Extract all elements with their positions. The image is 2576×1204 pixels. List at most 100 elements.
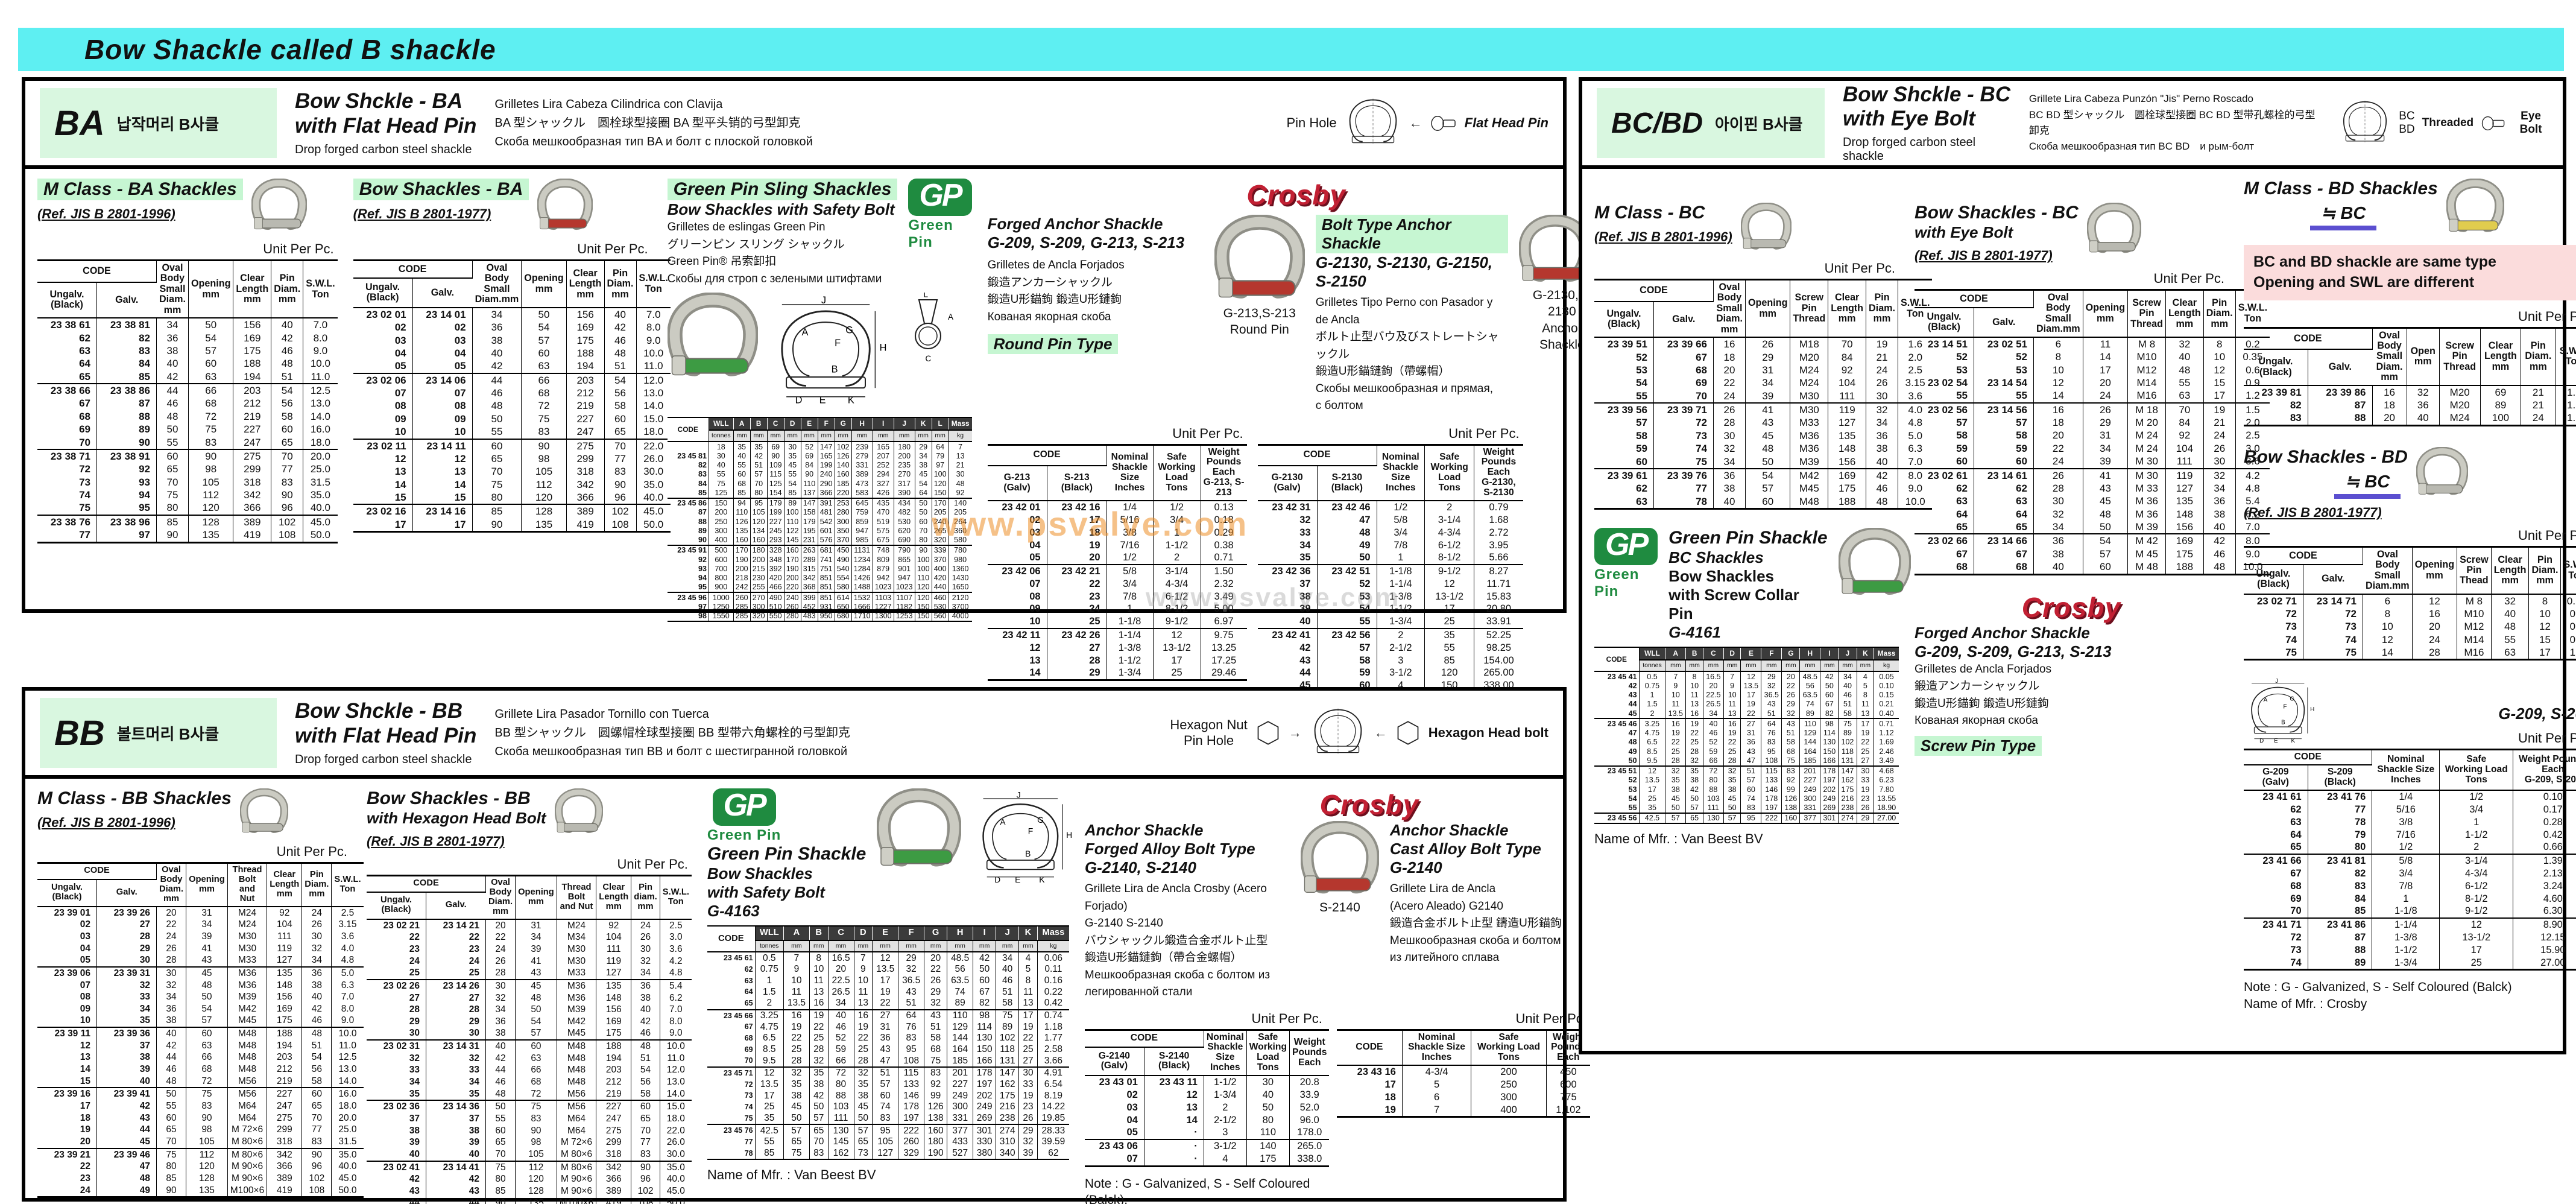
g2140-table: CODE Nominal Shackle Size Inches Safe Work… [1084, 1028, 1330, 1167]
g4163-sub1: Bow Shackles [707, 864, 813, 882]
shackle-dimension-diagram-icon: J H F G B D E K A [972, 788, 1075, 891]
svg-text:F: F [2283, 704, 2287, 711]
svg-text:D: D [2259, 738, 2264, 745]
gp-line: グリーンピン スリング シャックル [667, 238, 845, 251]
crosby-logo: Crosby [1246, 179, 1346, 211]
svg-text:A: A [948, 312, 953, 322]
svg-text:K: K [848, 395, 854, 406]
bd-block: M Class - BD Shackles ≒ BC BC and BD sha… [2244, 179, 2576, 1012]
bcbd-title: Bow Shckle - BC with Eye Bolt [1843, 82, 2011, 130]
shackle-diagram-icon [2338, 97, 2391, 150]
ba-title: Bow Shckle - BA with Flat Head Pin [295, 89, 477, 138]
m-class-bc-table: CODE Oval Body Small Diam. mm Opening mm Sc… [1594, 279, 1933, 510]
svg-text:D: D [795, 395, 802, 406]
gp-logo-word: Green Pin [707, 827, 781, 843]
s2140-caption: S-2140 [1319, 901, 1360, 914]
watermark-outline: www.psvalve.com [1146, 583, 1401, 612]
bb-tag-korean: 볼트머리 B사클 [116, 724, 219, 743]
m-class-ba-table: CODE Oval Body Small Diam. mm Opening mm Cl… [37, 259, 338, 543]
crosby-logo: Crosby [2021, 591, 2121, 623]
svg-text:H: H [879, 342, 886, 353]
greenpin-sling-subtitle: Bow Shackles with Safety Bolt [667, 200, 895, 218]
forged-line: Grilletes de Ancla Forjados [987, 259, 1125, 271]
bcbd-tag-korean: 아이핀 B사클 [1715, 115, 1803, 133]
bcbd-line-jazh: BC BD 型シャックル 圆栓球型接圈 BC BD 型带孔螺栓的弓型卸克 [2028, 109, 2316, 136]
forged-alloy-title: Anchor Shackle Forged Alloy Bolt Type [1084, 821, 1255, 858]
g209-line: Кованая якорная скоба [1915, 714, 2038, 727]
ba-tag-korean: 납작머리 B사클 [116, 115, 219, 133]
eye-bolt-label: Eye Bolt [2519, 110, 2542, 136]
shackle-photo-icon [1740, 203, 1792, 253]
round-pin-type-tag: Round Pin Type [987, 334, 1119, 354]
bcbd-header: BC/BD 아이핀 B사클 Bow Shckle - BC with Eye B… [1582, 81, 2563, 169]
bow-ba-table: CODE Oval Body Small Diam.mm Opening mm Cle… [353, 259, 671, 533]
forged-line: 鍛造アンカーシャックル [987, 276, 1113, 289]
bow-bb-title: Bow Shackles - BB [367, 788, 531, 808]
svg-text:H: H [2310, 706, 2314, 713]
unit-label: Unit Per Pc. [1515, 1010, 1586, 1026]
svg-text:F: F [1028, 826, 1034, 836]
cast-line: Мешкообразная скоба и болтом [1389, 934, 1561, 947]
forged-anchor-title: Forged Anchor Shackle [987, 215, 1163, 233]
m-class-bc-block: M Class - BC (Ref. JIS B 2801-1996) Unit… [1594, 179, 1933, 847]
shackle-photo-icon [2446, 179, 2504, 236]
svg-text:F: F [835, 338, 841, 349]
arrow-left-icon: ← [1409, 115, 1422, 130]
bb-note: Note : G - Galvanized, S - Self Coloured… [1084, 1176, 1310, 1204]
forged-alloy-models: G-2140, S-2140 [1084, 858, 1196, 876]
svg-text:G: G [1038, 815, 1044, 825]
greenpin-sling-title: Green Pin Sling Shackles [667, 179, 898, 200]
g4161-mfr: Name of Mfr. : Van Beest BV [1594, 831, 1763, 847]
svg-text:A: A [801, 327, 808, 338]
m-class-bc-ref: (Ref. JIS B 2801-1996) [1594, 229, 1732, 244]
green-pin-logo: GP Green Pin [908, 179, 972, 251]
g4161-table: CODE WLL A B C D E F G H I J K Mass tonnes mm mm mm mm mm mm… [1594, 647, 1899, 825]
unit-label: Unit Per Pc. [1172, 425, 1243, 441]
bcbd-subtitle: Drop forged carbon steel shackle [1843, 136, 1976, 163]
greenpin-shackle-photo-icon [1838, 528, 1911, 600]
shackle-dimension-diagram-icon: J H F G B D E K A [769, 293, 889, 413]
bow-ba-block: Bow Shackles - BA (Ref. JIS B 2801-1977)… [353, 179, 671, 533]
shackle-photo-icon [537, 179, 593, 234]
bb-tag: BB [54, 713, 105, 753]
ba-pin-hole-label: Pin Hole [1286, 115, 1337, 130]
flat-pin-icon [1430, 115, 1457, 132]
svg-text:E: E [2274, 738, 2278, 745]
svg-text:A: A [2264, 697, 2268, 704]
bcbd-line-ru: Скоба мешкообразная тип BC BD и рым-болт [2028, 141, 2255, 153]
svg-text:B: B [1025, 849, 1031, 858]
bow-bd-title: Bow Shackles - BD [2244, 446, 2408, 467]
g213-caption: G-213,S-213 [1223, 306, 1296, 320]
cast-line: Grillete Lira de Ancla [1389, 882, 1496, 895]
g4161-sub1: BC Shackles [1668, 548, 1764, 567]
g4163-table: CODE WLL A B C D E F G H I J K Mass tonnes mm mm mm mm mm mm… [707, 925, 1069, 1161]
bow-bc-title2: with Eye Bolt [1915, 223, 2013, 241]
bb-tag-box: BB 볼트머리 B사클 [40, 698, 277, 768]
bow-bd-table: CODE Oval Body Small Diam.mm Opening mm Scr… [2244, 545, 2576, 661]
bolt-type-models: G-2130, S-2130, G-2150, S-2150 [1315, 253, 1493, 290]
forged-line: 鍛造U形錨鉤 鍛造U形鏈鉤 [987, 293, 1122, 306]
bb-header: BB 볼트머리 B사클 Bow Shckle - BB with Flat He… [25, 691, 1563, 779]
svg-text:D: D [994, 875, 1000, 884]
g209-line: 鍛造アンカーシャックル [1915, 680, 2040, 692]
m-class-bb-table: CODE Oval Body Diam. mm Opening mm Thread B… [37, 862, 364, 1199]
m-class-ba-ref: (Ref. JIS B 2801-1996) [37, 206, 175, 221]
bcbd-note: Note : G - Galvanized, S - Self Coloured… [2244, 980, 2512, 995]
shackle-photo-icon [239, 788, 288, 837]
greenpin-shackle-photo-icon [667, 293, 758, 383]
bolt-line: Grilletes Tipo Perno con Pasador y de An… [1315, 296, 1493, 326]
crosby-logo: Crosby [1319, 789, 1419, 820]
svg-text:G: G [2290, 696, 2294, 703]
greenpin-sling-table: CODE WLL A B C D E F G H I J K L Mass tonnes mm mm mm mm mm m… [667, 417, 972, 622]
m-class-bd-title: M Class - BD Shackles [2244, 179, 2438, 198]
svg-text:B: B [2281, 720, 2285, 726]
bd-label: BD [2399, 123, 2415, 136]
greenpin-sling-block: Green Pin Sling Shackles Bow Shackles wi… [667, 179, 972, 622]
shackle-photo-icon [2416, 446, 2468, 499]
bb-subtitle: Drop forged carbon steel shackle [295, 752, 472, 766]
cast-line: (Acero Aleado) G2140 [1389, 899, 1503, 913]
unit-label: Unit Per Pc. [617, 857, 688, 872]
cast-alloy-model: G-2140 [1389, 858, 1442, 876]
g4161-sub3: with Screw Collar Pin [1668, 586, 1799, 623]
arrow-right-icon: → [1288, 725, 1302, 740]
